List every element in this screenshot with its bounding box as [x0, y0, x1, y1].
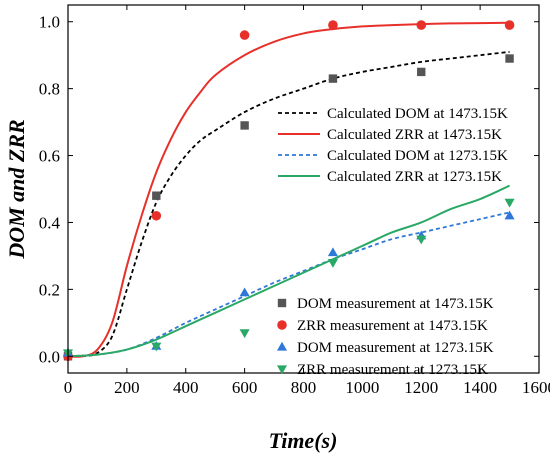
legend-label: ZRR measurement at 1473.15K [297, 318, 488, 334]
x-tick-label: 0 [64, 378, 73, 397]
y-tick-label: 1.0 [39, 13, 60, 32]
point-zrr-measurement-at-1473-15k [239, 30, 250, 40]
y-tick-label: 0.2 [39, 280, 60, 299]
x-tick-label: 800 [291, 378, 317, 397]
x-tick-label: 200 [114, 378, 140, 397]
x-tick-label: 400 [173, 378, 199, 397]
line-calculated-dom-at-1273-15k [67, 211, 510, 358]
point-dom-measurement-at-1273-15k [327, 247, 338, 257]
legend-marker-zrr-measurement-at-1273-15k [276, 365, 288, 375]
x-tick-label: 1400 [463, 378, 497, 397]
x-tick-label: 1200 [404, 378, 438, 397]
y-tick-label: 0.8 [39, 80, 60, 99]
y-tick-label: 0.0 [39, 347, 60, 366]
point-zrr-measurement-at-1273-15k [504, 198, 515, 208]
legend-label: DOM measurement at 1273.15K [297, 340, 494, 356]
legend-label: Calculated DOM at 1273.15K [327, 148, 508, 164]
point-dom-measurement-at-1273-15k [504, 210, 515, 220]
legend-label: DOM measurement at 1473.15K [297, 296, 494, 312]
legend-layer: Calculated DOM at 1473.15K Calculated ZRR… [276, 106, 508, 378]
legend-marker-zrr-measurement-at-1473-15k [277, 320, 287, 330]
point-dom-measurement-at-1473-15k [505, 54, 514, 63]
line-calculated-dom-at-1473-15k [67, 50, 510, 358]
line-calculated-zrr-at-1273-15k [67, 184, 510, 358]
y-axis-title: DOM and ZRR [4, 119, 29, 259]
point-zrr-measurement-at-1273-15k [239, 329, 250, 339]
legend-label: Calculated ZRR at 1473.15K [327, 127, 502, 143]
x-tick-label: 1000 [345, 378, 379, 397]
point-zrr-measurement-at-1473-15k [151, 210, 162, 221]
point-dom-measurement-at-1473-15k [240, 121, 249, 130]
x-tick-label: 600 [232, 378, 258, 397]
legend-label: Calculated DOM at 1473.15K [327, 106, 508, 122]
point-zrr-measurement-at-1273-15k [151, 342, 162, 352]
point-zrr-measurement-at-1473-15k [416, 20, 427, 30]
series-layer [67, 21, 510, 358]
x-axis-title: Time(s) [269, 428, 338, 453]
point-dom-measurement-at-1473-15k [417, 67, 426, 77]
point-dom-measurement-at-1273-15k [239, 287, 250, 297]
point-zrr-measurement-at-1273-15k [416, 235, 427, 245]
y-tick-label: 0.6 [39, 147, 60, 166]
legend-label: ZRR measurement at 1273.15K [297, 362, 488, 378]
point-zrr-measurement-at-1473-15k [504, 20, 515, 30]
point-dom-measurement-at-1473-15k [152, 191, 161, 200]
point-dom-measurement-at-1473-15k [328, 74, 338, 83]
legend-marker-dom-measurement-at-1473-15k [277, 298, 287, 308]
point-zrr-measurement-at-1273-15k [327, 259, 338, 268]
line-calculated-zrr-at-1473-15k [67, 21, 510, 358]
point-zrr-measurement-at-1473-15k [328, 20, 338, 30]
legend-label: Calculated ZRR at 1273.15K [327, 169, 502, 185]
legend-marker-dom-measurement-at-1273-15k [276, 341, 288, 351]
y-tick-label: 0.4 [39, 213, 61, 232]
